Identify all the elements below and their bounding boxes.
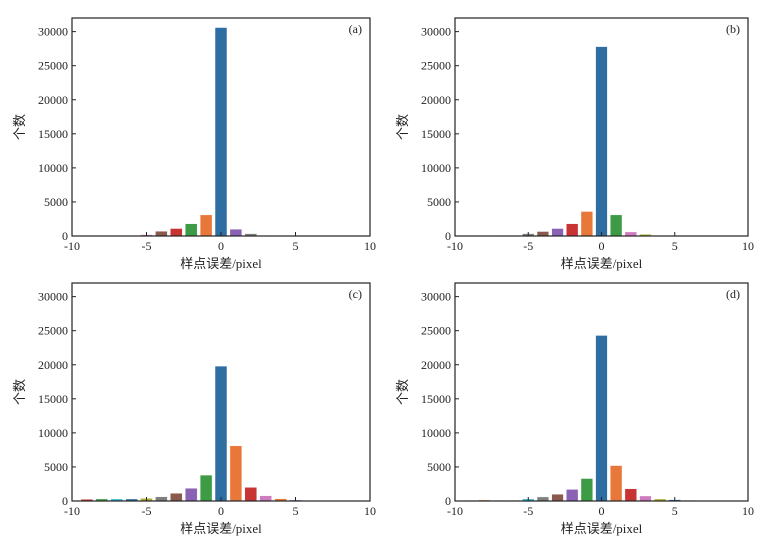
bar bbox=[155, 496, 168, 502]
subplot-d: -10 -5 0 5 10 0 5000 10000 15000 20000 25000 30000 样… bbox=[395, 282, 754, 536]
bar bbox=[185, 223, 198, 237]
x-tick-label: -10 bbox=[447, 239, 463, 253]
y-tick-label: 15000 bbox=[421, 127, 451, 141]
y-tick-label: 25000 bbox=[38, 324, 68, 338]
x-tick-label: -5 bbox=[142, 239, 152, 253]
x-tick-label: 0 bbox=[599, 504, 605, 518]
y-tick-label: 10000 bbox=[421, 161, 451, 175]
y-tick-label: 0 bbox=[445, 494, 451, 508]
y-tick-label: 20000 bbox=[421, 93, 451, 107]
bar bbox=[214, 27, 228, 237]
y-tick-label: 15000 bbox=[38, 392, 68, 406]
x-axis-label: 样点误差/pixel bbox=[180, 256, 262, 271]
y-tick-label: 15000 bbox=[421, 392, 451, 406]
bar bbox=[580, 211, 593, 237]
bar bbox=[551, 228, 564, 237]
panel-label: (b) bbox=[726, 22, 740, 36]
panel-label: (d) bbox=[726, 287, 740, 301]
bar bbox=[580, 478, 593, 502]
y-tick-label: 30000 bbox=[421, 290, 451, 304]
x-tick-label: 5 bbox=[293, 239, 299, 253]
x-tick-label: 5 bbox=[293, 504, 299, 518]
y-tick-label: 0 bbox=[445, 229, 451, 243]
x-axis-label: 样点误差/pixel bbox=[561, 521, 643, 536]
y-tick-label: 15000 bbox=[38, 127, 68, 141]
y-tick-label: 25000 bbox=[421, 324, 451, 338]
x-tick-label: 10 bbox=[364, 504, 376, 518]
y-axis-label: 个数 bbox=[12, 379, 27, 405]
bar bbox=[566, 223, 579, 237]
subplot-a: -10 -5 0 5 10 0 5000 10000 15000 20000 25000 30000 样… bbox=[12, 17, 376, 271]
panel-label: (a) bbox=[349, 22, 362, 36]
y-tick-label: 10000 bbox=[38, 161, 68, 175]
panel-label: (c) bbox=[349, 287, 362, 301]
bar bbox=[170, 228, 183, 237]
y-tick-label: 25000 bbox=[421, 59, 451, 73]
y-axis-label: 个数 bbox=[395, 114, 410, 140]
y-axis-label: 个数 bbox=[395, 379, 410, 405]
y-tick-label: 30000 bbox=[38, 25, 68, 39]
bar bbox=[185, 488, 198, 502]
y-tick-label: 25000 bbox=[38, 59, 68, 73]
bar bbox=[595, 46, 608, 237]
y-axis-label: 个数 bbox=[12, 114, 27, 140]
bar bbox=[229, 228, 243, 237]
bar bbox=[551, 493, 564, 502]
y-tick-label: 20000 bbox=[38, 93, 68, 107]
bar bbox=[229, 445, 243, 502]
x-tick-label: -10 bbox=[447, 504, 463, 518]
y-tick-label: 5000 bbox=[427, 460, 451, 474]
y-tick-label: 10000 bbox=[421, 426, 451, 440]
x-tick-label: -10 bbox=[64, 239, 80, 253]
bar bbox=[610, 465, 623, 502]
bar bbox=[639, 495, 652, 502]
bar bbox=[244, 487, 257, 502]
bar bbox=[610, 214, 623, 237]
bar bbox=[259, 495, 272, 502]
y-tick-label: 10000 bbox=[38, 426, 68, 440]
x-tick-label: 5 bbox=[672, 239, 678, 253]
x-tick-label: 0 bbox=[599, 239, 605, 253]
y-tick-label: 5000 bbox=[44, 195, 68, 209]
x-axis-label: 样点误差/pixel bbox=[180, 521, 262, 536]
bar bbox=[624, 488, 637, 502]
bar bbox=[199, 214, 213, 237]
bar bbox=[566, 489, 579, 502]
y-tick-label: 5000 bbox=[44, 460, 68, 474]
y-tick-label: 30000 bbox=[38, 290, 68, 304]
y-tick-label: 30000 bbox=[421, 25, 451, 39]
bar bbox=[214, 365, 228, 502]
x-tick-label: 0 bbox=[218, 239, 224, 253]
x-tick-label: -5 bbox=[523, 504, 533, 518]
y-tick-label: 5000 bbox=[427, 195, 451, 209]
bar bbox=[199, 474, 213, 502]
y-tick-label: 20000 bbox=[421, 358, 451, 372]
y-tick-label: 20000 bbox=[38, 358, 68, 372]
subplot-c: -10 -5 0 5 10 0 5000 10000 15000 20000 25000 30000 样… bbox=[12, 282, 376, 536]
bar bbox=[536, 496, 549, 502]
x-tick-label: 10 bbox=[364, 239, 376, 253]
bar bbox=[170, 493, 183, 502]
y-tick-label: 0 bbox=[62, 494, 68, 508]
bar bbox=[624, 231, 637, 237]
bar bbox=[595, 335, 608, 502]
x-tick-label: -5 bbox=[523, 239, 533, 253]
x-tick-label: 10 bbox=[742, 239, 754, 253]
x-tick-label: 0 bbox=[218, 504, 224, 518]
bar bbox=[536, 231, 549, 237]
subplot-b: -10 -5 0 5 10 0 5000 10000 15000 20000 25000 30000 样… bbox=[395, 17, 754, 271]
x-tick-label: 10 bbox=[742, 504, 754, 518]
y-tick-label: 0 bbox=[62, 229, 68, 243]
x-axis-label: 样点误差/pixel bbox=[561, 256, 643, 271]
x-tick-label: 5 bbox=[672, 504, 678, 518]
x-tick-label: -5 bbox=[142, 504, 152, 518]
bar bbox=[155, 231, 168, 237]
x-tick-label: -10 bbox=[64, 504, 80, 518]
